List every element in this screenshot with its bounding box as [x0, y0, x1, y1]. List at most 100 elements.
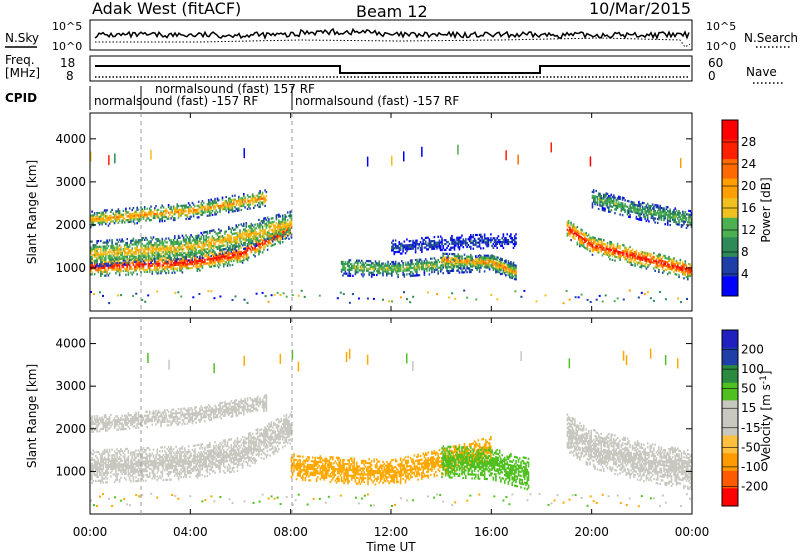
- power-cell: [466, 245, 468, 249]
- power-cell: [678, 266, 680, 269]
- power-cell: [486, 237, 488, 240]
- power-cell: [107, 224, 110, 227]
- power-cell: [434, 259, 437, 262]
- power-cell: [138, 261, 141, 264]
- power-cell: [256, 196, 259, 199]
- power-cell: [238, 207, 240, 210]
- power-cell: [222, 255, 225, 258]
- power-cell: [265, 222, 268, 225]
- power-cell: [225, 201, 227, 204]
- power-cell: [251, 230, 254, 233]
- power-cell: [605, 247, 608, 250]
- power-cell: [194, 209, 196, 212]
- power-cell: [596, 249, 599, 252]
- power-cell: [619, 197, 621, 201]
- power-cell: [342, 266, 344, 269]
- power-cell: [684, 269, 687, 272]
- power-cell: [284, 229, 286, 232]
- power-cell: [170, 241, 172, 244]
- power-cell: [615, 202, 618, 205]
- power-cell: [195, 236, 197, 240]
- power-cell: [646, 254, 649, 257]
- power-cell: [177, 236, 180, 239]
- power-cell: [160, 210, 162, 213]
- power-cell: [244, 241, 246, 244]
- power-cell: [199, 212, 201, 215]
- power-cell: [470, 265, 472, 268]
- power-cell: [147, 259, 150, 262]
- power-cell: [436, 243, 438, 246]
- power-cell: [185, 214, 187, 217]
- power-cell: [271, 232, 274, 235]
- power-cell: [465, 257, 467, 260]
- power-cell: [97, 269, 100, 272]
- power-cell: [649, 212, 651, 215]
- power-cell: [503, 267, 506, 271]
- power-cell: [254, 255, 256, 258]
- power-cell: [507, 269, 510, 272]
- power-cell: [274, 232, 276, 235]
- power-cell: [175, 242, 177, 245]
- power-cell: [214, 197, 216, 201]
- power-cell: [100, 215, 102, 218]
- power-cell: [467, 238, 470, 241]
- power-cell: [671, 260, 674, 263]
- power-cell: [210, 245, 212, 248]
- power-cell: [661, 260, 664, 263]
- power-cell: [472, 234, 475, 237]
- power-cell: [511, 265, 513, 268]
- power-cell: [123, 262, 126, 265]
- power-cell: [596, 201, 599, 204]
- power-cell: [367, 260, 369, 263]
- power-cell: [447, 240, 449, 244]
- power-cell: [661, 267, 664, 271]
- power-cell: [216, 258, 219, 261]
- power-cell: [439, 235, 442, 238]
- power-cell: [226, 262, 229, 265]
- power-cell: [664, 264, 666, 267]
- power-cell: [228, 252, 230, 255]
- power-cell: [235, 200, 238, 203]
- power-cell: [243, 242, 245, 245]
- power-cell: [639, 254, 641, 257]
- power-cell: [439, 268, 442, 271]
- power-cell: [265, 233, 268, 237]
- power-cell: [606, 242, 609, 245]
- power-cell: [244, 237, 246, 240]
- power-cell: [125, 260, 127, 263]
- power-cell: [175, 263, 177, 266]
- power-cell: [414, 239, 417, 242]
- power-cell: [629, 210, 631, 213]
- power-cell: [171, 250, 174, 253]
- power-cell: [131, 209, 133, 212]
- power-cell: [592, 246, 595, 249]
- power-cell: [115, 242, 117, 245]
- power-cell: [105, 217, 107, 220]
- power-cell: [576, 233, 579, 236]
- power-cell: [269, 237, 271, 240]
- power-cell: [190, 259, 192, 262]
- power-cell: [486, 254, 488, 257]
- power-cell: [107, 264, 110, 267]
- power-cell: [228, 241, 230, 244]
- power-cell: [498, 259, 501, 263]
- power-data: [90, 142, 693, 305]
- power-cell: [111, 220, 113, 223]
- power-cell: [221, 253, 224, 257]
- power-cell: [108, 266, 111, 269]
- power-cell: [249, 236, 251, 239]
- power-cell: [164, 214, 166, 217]
- power-cell: [486, 241, 488, 244]
- power-cell: [263, 242, 265, 246]
- power-cell: [154, 268, 156, 271]
- power-cell: [90, 240, 92, 243]
- power-cell: [113, 254, 116, 257]
- power-cell: [265, 243, 268, 246]
- power-cell: [427, 261, 429, 264]
- power-cell: [407, 244, 409, 247]
- power-cell: [184, 263, 186, 266]
- power-cell: [251, 228, 254, 231]
- power-cell: [167, 269, 170, 273]
- power-cell: [122, 257, 125, 260]
- power-cell: [136, 261, 138, 264]
